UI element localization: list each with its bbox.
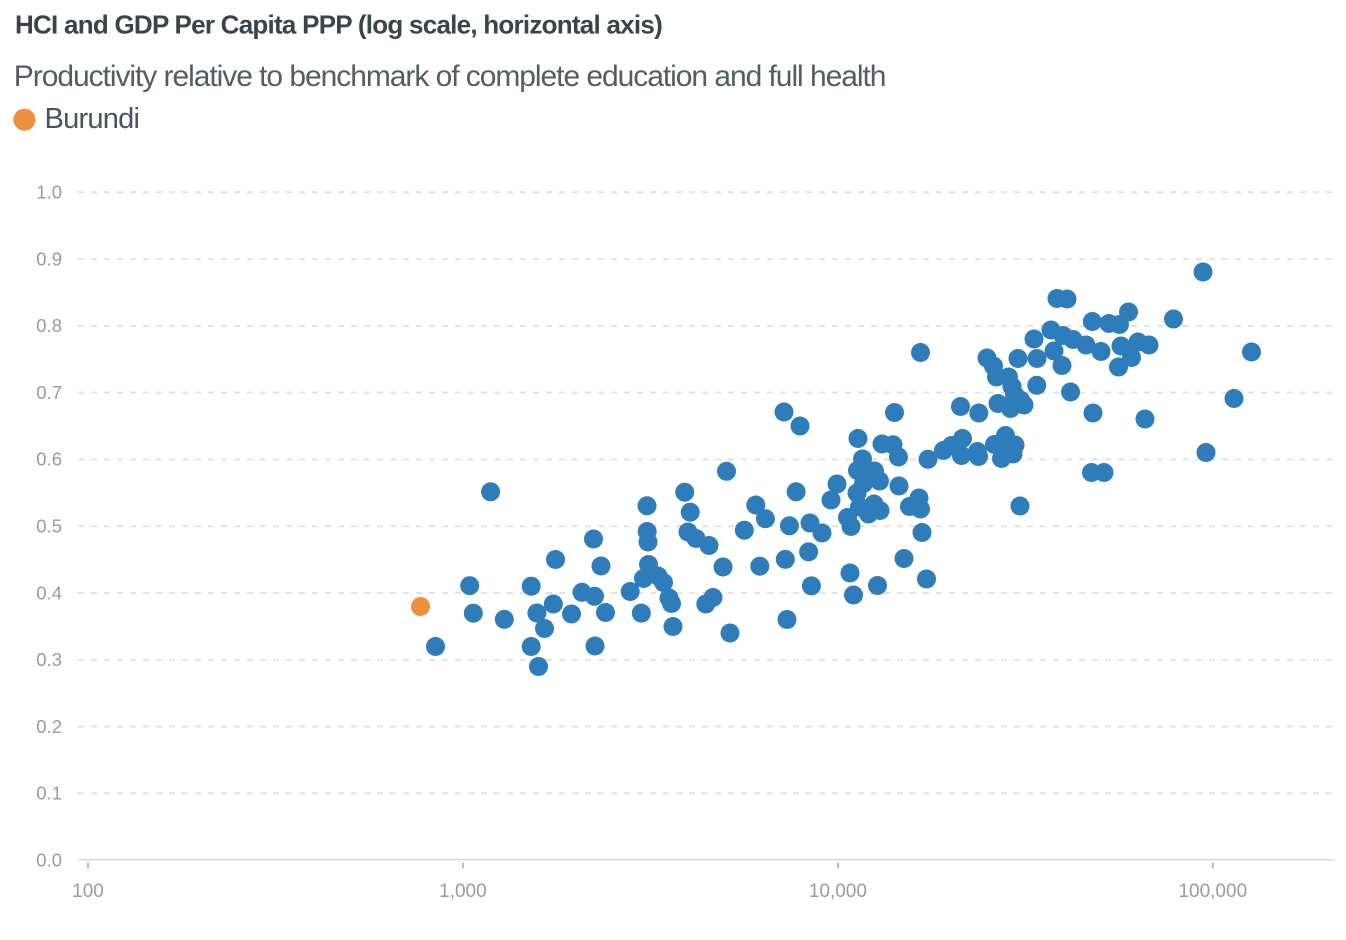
svg-text:Productivity relative to bench: Productivity relative to benchmark of co… xyxy=(14,60,886,93)
svg-text:0.6: 0.6 xyxy=(36,449,62,470)
svg-text:0.9: 0.9 xyxy=(36,248,62,269)
svg-text:0.0: 0.0 xyxy=(36,849,62,870)
svg-text:1,000: 1,000 xyxy=(439,881,487,902)
svg-text:100,000: 100,000 xyxy=(1178,881,1247,902)
svg-text:HCI and GDP Per Capita PPP (lo: HCI and GDP Per Capita PPP (log scale, h… xyxy=(15,9,662,39)
svg-text:0.8: 0.8 xyxy=(36,315,62,336)
svg-text:0.7: 0.7 xyxy=(36,382,62,403)
svg-text:0.3: 0.3 xyxy=(36,649,62,670)
svg-text:0.1: 0.1 xyxy=(36,783,62,804)
svg-text:1.0: 1.0 xyxy=(36,182,62,203)
svg-text:0.2: 0.2 xyxy=(36,716,62,737)
svg-text:Burundi: Burundi xyxy=(45,103,140,135)
svg-text:0.5: 0.5 xyxy=(36,516,62,537)
svg-text:100: 100 xyxy=(72,881,104,902)
svg-text:10,000: 10,000 xyxy=(809,881,867,902)
svg-text:0.4: 0.4 xyxy=(36,582,62,603)
